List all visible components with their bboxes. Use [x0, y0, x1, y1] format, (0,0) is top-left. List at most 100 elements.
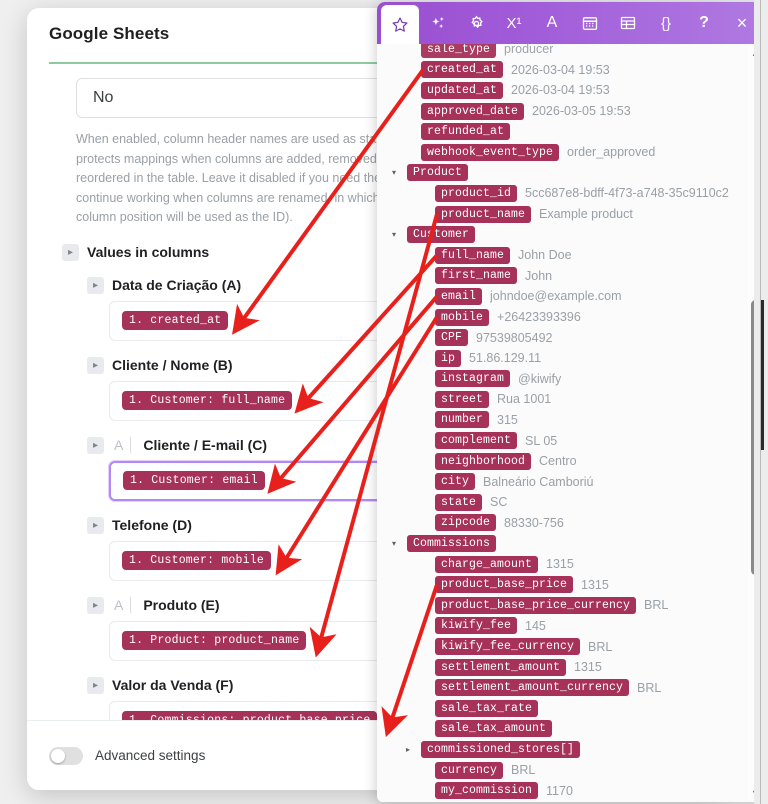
json-key-chip[interactable]: charge_amount [435, 555, 539, 573]
disclosure-triangle-icon[interactable]: ▸ [405, 744, 410, 754]
json-tree-row[interactable]: street Rua 1001 [385, 389, 744, 410]
json-tree-row[interactable]: zipcode 88330-756 [385, 513, 744, 534]
json-key-chip[interactable]: product_id [435, 184, 518, 202]
close-icon[interactable]: × [736, 12, 748, 33]
json-tree-row[interactable]: updated_at 2026-03-04 19:53 [385, 80, 744, 101]
json-tree-row[interactable]: full_name John Doe [385, 245, 744, 266]
chevron-right-icon[interactable]: ▸ [87, 596, 104, 614]
json-key-chip[interactable]: approved_date [421, 102, 525, 120]
calendar-icon[interactable] [571, 2, 609, 44]
text-a-icon[interactable]: A [546, 14, 558, 31]
sparkles-icon[interactable] [419, 2, 457, 44]
column-field-header[interactable]: ▸ Cliente / Nome (B) [87, 356, 705, 374]
json-tree-row[interactable]: currency BRL [385, 760, 744, 781]
chevron-right-icon[interactable]: ▸ [87, 676, 104, 694]
json-key-chip[interactable]: CPF [435, 329, 469, 347]
json-tree-row[interactable]: created_at 2026-03-04 19:53 [385, 60, 744, 81]
json-key-chip[interactable]: settlement_amount [435, 658, 567, 676]
disclosure-triangle-icon[interactable]: ▾ [391, 230, 396, 240]
column-field-header[interactable]: ▸ A Produto (E) [87, 596, 705, 614]
json-key-chip[interactable]: Commissions [407, 535, 497, 553]
json-key-chip[interactable]: mobile [435, 308, 490, 326]
braces-icon[interactable]: {} [660, 14, 672, 32]
column-field-header[interactable]: ▸ Valor da Venda (F) [87, 676, 705, 694]
json-key-chip[interactable]: webhook_event_type [421, 143, 560, 161]
json-tree-row[interactable]: city Balneário Camboriú [385, 471, 744, 492]
json-key-chip[interactable]: complement [435, 432, 518, 450]
json-tree-row[interactable]: ▸ commissioned_stores[] [385, 739, 744, 760]
mapping-chip[interactable]: 1. created_at [122, 311, 229, 330]
json-key-chip[interactable]: settlement_amount_currency [435, 679, 630, 697]
table-icon[interactable] [609, 2, 647, 44]
mapping-chip[interactable]: 1. Customer: email [123, 471, 265, 490]
json-tree-row[interactable]: ▾ Product [385, 163, 744, 184]
json-key-chip[interactable]: currency [435, 761, 504, 779]
star-icon[interactable] [381, 5, 419, 44]
json-tree-row[interactable]: ▾ Customer [385, 224, 744, 245]
help-icon[interactable]: ? [699, 14, 709, 31]
json-tree-row[interactable]: approved_date 2026-03-05 19:53 [385, 101, 744, 122]
json-tree-row[interactable]: neighborhood Centro [385, 451, 744, 472]
json-tree-row[interactable]: product_id 5cc687e8-bdff-4f73-a748-35c911… [385, 183, 744, 204]
disclosure-triangle-icon[interactable]: ▾ [391, 168, 396, 178]
chevron-right-icon[interactable]: ▸ [87, 436, 104, 454]
json-key-chip[interactable]: refunded_at [421, 123, 511, 141]
column-field-header[interactable]: ▸ Telefone (D) [87, 516, 705, 534]
json-key-chip[interactable]: number [435, 411, 490, 429]
json-tree-row[interactable]: ip 51.86.129.11 [385, 348, 744, 369]
json-key-chip[interactable]: neighborhood [435, 452, 532, 470]
json-key-chip[interactable]: ip [435, 349, 462, 367]
json-tree-row[interactable]: my_commission 1170 [385, 780, 744, 801]
json-key-chip[interactable]: updated_at [421, 81, 504, 99]
chevron-right-icon[interactable]: ▸ [87, 516, 104, 534]
json-tree-row[interactable]: number 315 [385, 410, 744, 431]
json-tree-row[interactable]: complement SL 05 [385, 430, 744, 451]
superscript-icon[interactable]: X¹ [506, 14, 522, 32]
json-tree-row[interactable]: instagram @kiwify [385, 369, 744, 390]
json-tree-row[interactable]: ▾ Commissions [385, 533, 744, 554]
json-key-chip[interactable]: Customer [407, 226, 476, 244]
json-key-chip[interactable]: commissioned_stores[] [421, 740, 581, 758]
column-field-header[interactable]: ▸ Data de Criação (A) [87, 276, 705, 294]
json-key-chip[interactable]: sale_tax_amount [435, 720, 553, 738]
json-tree-row[interactable]: refunded_at [385, 121, 744, 142]
json-tree-row[interactable]: product_base_price 1315 [385, 574, 744, 595]
json-key-chip[interactable]: kiwify_fee_currency [435, 638, 581, 656]
advanced-settings-toggle[interactable] [49, 746, 83, 765]
json-tree-row[interactable]: first_name John [385, 266, 744, 287]
chevron-right-icon[interactable]: ▸ [87, 276, 104, 294]
json-key-chip[interactable]: my_commission [435, 782, 539, 800]
json-key-chip[interactable]: street [435, 390, 490, 408]
json-tree-row[interactable]: settlement_amount 1315 [385, 657, 744, 678]
mapping-chip[interactable]: 1. Commissions: product_base_price [122, 711, 378, 720]
json-key-chip[interactable]: product_base_price_currency [435, 596, 637, 614]
json-key-chip[interactable]: zipcode [435, 514, 497, 532]
mapping-chip[interactable]: 1. Customer: full_name [122, 391, 293, 410]
mapping-chip[interactable]: 1. Customer: mobile [122, 551, 271, 570]
json-key-chip[interactable]: city [435, 473, 476, 491]
json-tree-row[interactable]: kiwify_fee 145 [385, 616, 744, 637]
json-tree-row[interactable]: CPF 97539805492 [385, 327, 744, 348]
json-tree-row[interactable]: webhook_event_type order_approved [385, 142, 744, 163]
gear-icon[interactable] [457, 2, 495, 44]
json-key-chip[interactable]: full_name [435, 246, 511, 264]
column-field-header[interactable]: ▸ A Cliente / E-mail (C) [87, 436, 705, 454]
json-tree-row[interactable]: mobile +26423393396 [385, 307, 744, 328]
chevron-right-icon[interactable]: ▸ [62, 243, 79, 261]
json-key-chip[interactable]: product_base_price [435, 576, 574, 594]
json-tree-row[interactable]: product_base_price_currency BRL [385, 595, 744, 616]
chevron-right-icon[interactable]: ▸ [87, 356, 104, 374]
json-tree-row[interactable]: email johndoe@example.com [385, 286, 744, 307]
json-tree-row[interactable]: sale_tax_amount [385, 719, 744, 740]
json-key-chip[interactable]: first_name [435, 267, 518, 285]
json-key-chip[interactable]: state [435, 493, 483, 511]
json-key-chip[interactable]: created_at [421, 61, 504, 79]
json-tree-row[interactable]: sale_type producer [385, 44, 744, 60]
json-key-chip[interactable]: Product [407, 164, 469, 182]
json-key-chip[interactable]: kiwify_fee [435, 617, 518, 635]
json-tree-row[interactable]: charge_amount 1315 [385, 554, 744, 575]
json-key-chip[interactable]: instagram [435, 370, 511, 388]
json-tree-row[interactable]: settlement_amount_currency BRL [385, 677, 744, 698]
json-key-chip[interactable]: product_name [435, 205, 532, 223]
mapping-chip[interactable]: 1. Product: product_name [122, 631, 307, 650]
